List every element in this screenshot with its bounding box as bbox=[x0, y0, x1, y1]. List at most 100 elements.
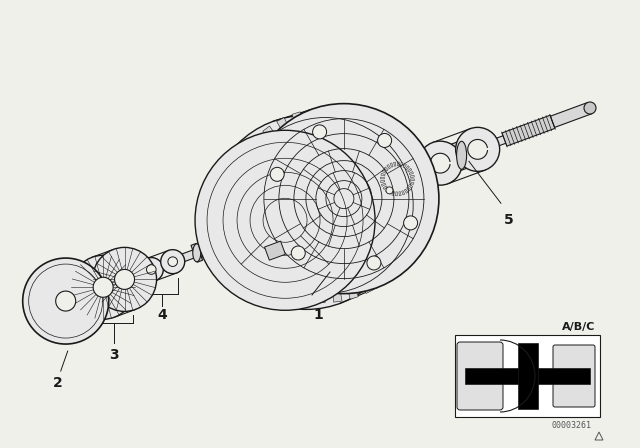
Polygon shape bbox=[292, 112, 302, 123]
Ellipse shape bbox=[209, 116, 403, 310]
Ellipse shape bbox=[147, 265, 156, 274]
Text: 00003261: 00003261 bbox=[552, 421, 592, 430]
Polygon shape bbox=[300, 290, 310, 301]
Ellipse shape bbox=[93, 247, 157, 311]
Polygon shape bbox=[251, 137, 263, 149]
Ellipse shape bbox=[195, 130, 375, 310]
Polygon shape bbox=[264, 241, 285, 260]
Ellipse shape bbox=[93, 277, 113, 297]
Polygon shape bbox=[246, 256, 258, 268]
Text: 4: 4 bbox=[157, 308, 167, 322]
Bar bbox=[518, 343, 538, 409]
Circle shape bbox=[312, 139, 324, 151]
Ellipse shape bbox=[71, 255, 135, 319]
Ellipse shape bbox=[115, 269, 134, 289]
Polygon shape bbox=[387, 262, 399, 274]
Ellipse shape bbox=[584, 102, 596, 114]
Polygon shape bbox=[410, 182, 414, 185]
Circle shape bbox=[291, 246, 305, 260]
Polygon shape bbox=[383, 186, 387, 190]
Polygon shape bbox=[394, 162, 396, 166]
Polygon shape bbox=[403, 164, 406, 168]
Polygon shape bbox=[405, 236, 417, 246]
Text: 5: 5 bbox=[504, 213, 514, 227]
Polygon shape bbox=[228, 197, 237, 206]
Polygon shape bbox=[197, 230, 244, 258]
Circle shape bbox=[404, 216, 418, 230]
Ellipse shape bbox=[456, 141, 467, 169]
Ellipse shape bbox=[161, 250, 185, 274]
Polygon shape bbox=[381, 183, 386, 186]
Ellipse shape bbox=[456, 127, 500, 172]
Ellipse shape bbox=[249, 103, 439, 293]
Polygon shape bbox=[317, 293, 325, 302]
Polygon shape bbox=[241, 150, 253, 162]
Ellipse shape bbox=[418, 141, 462, 185]
Circle shape bbox=[367, 256, 381, 270]
Polygon shape bbox=[348, 288, 358, 299]
Ellipse shape bbox=[22, 258, 109, 344]
Polygon shape bbox=[392, 143, 404, 155]
Polygon shape bbox=[388, 190, 392, 194]
Polygon shape bbox=[392, 191, 394, 195]
Polygon shape bbox=[284, 285, 295, 297]
Polygon shape bbox=[369, 121, 381, 134]
Polygon shape bbox=[308, 109, 317, 119]
Ellipse shape bbox=[168, 257, 177, 267]
Polygon shape bbox=[451, 140, 472, 170]
Polygon shape bbox=[237, 243, 249, 254]
Polygon shape bbox=[408, 168, 412, 172]
Polygon shape bbox=[340, 110, 350, 121]
Polygon shape bbox=[413, 206, 422, 214]
Polygon shape bbox=[355, 114, 366, 126]
Circle shape bbox=[378, 134, 392, 147]
FancyBboxPatch shape bbox=[457, 342, 503, 410]
Polygon shape bbox=[410, 179, 415, 181]
Polygon shape bbox=[400, 162, 403, 167]
FancyBboxPatch shape bbox=[553, 345, 595, 407]
FancyBboxPatch shape bbox=[455, 335, 600, 417]
Polygon shape bbox=[230, 181, 240, 190]
Polygon shape bbox=[404, 189, 408, 194]
Circle shape bbox=[289, 273, 301, 285]
Polygon shape bbox=[276, 118, 288, 129]
Polygon shape bbox=[362, 282, 374, 293]
Polygon shape bbox=[406, 166, 410, 170]
Polygon shape bbox=[387, 164, 390, 169]
Polygon shape bbox=[372, 146, 465, 196]
Polygon shape bbox=[396, 192, 397, 196]
Circle shape bbox=[270, 168, 284, 181]
Polygon shape bbox=[402, 191, 404, 195]
Polygon shape bbox=[228, 213, 239, 222]
Polygon shape bbox=[409, 172, 413, 175]
Polygon shape bbox=[381, 181, 385, 183]
Bar bbox=[465, 368, 590, 384]
Text: 2: 2 bbox=[53, 376, 63, 390]
Polygon shape bbox=[399, 192, 401, 196]
Polygon shape bbox=[412, 189, 422, 198]
Ellipse shape bbox=[56, 291, 76, 311]
Polygon shape bbox=[408, 172, 419, 183]
Polygon shape bbox=[385, 188, 389, 192]
Polygon shape bbox=[54, 104, 591, 309]
Polygon shape bbox=[550, 103, 592, 127]
Polygon shape bbox=[257, 268, 269, 280]
Polygon shape bbox=[381, 173, 385, 176]
Polygon shape bbox=[263, 126, 275, 138]
Text: 1: 1 bbox=[313, 308, 323, 322]
Polygon shape bbox=[397, 250, 409, 261]
Text: 3: 3 bbox=[109, 349, 118, 362]
Polygon shape bbox=[381, 131, 394, 143]
Polygon shape bbox=[397, 162, 399, 166]
Polygon shape bbox=[406, 187, 411, 191]
Circle shape bbox=[353, 250, 365, 262]
Polygon shape bbox=[191, 243, 202, 262]
Circle shape bbox=[386, 187, 393, 194]
Polygon shape bbox=[410, 175, 414, 177]
Polygon shape bbox=[333, 292, 342, 302]
Ellipse shape bbox=[140, 258, 163, 281]
Polygon shape bbox=[390, 163, 393, 167]
Ellipse shape bbox=[430, 153, 450, 173]
Polygon shape bbox=[269, 278, 281, 289]
Circle shape bbox=[237, 230, 248, 241]
